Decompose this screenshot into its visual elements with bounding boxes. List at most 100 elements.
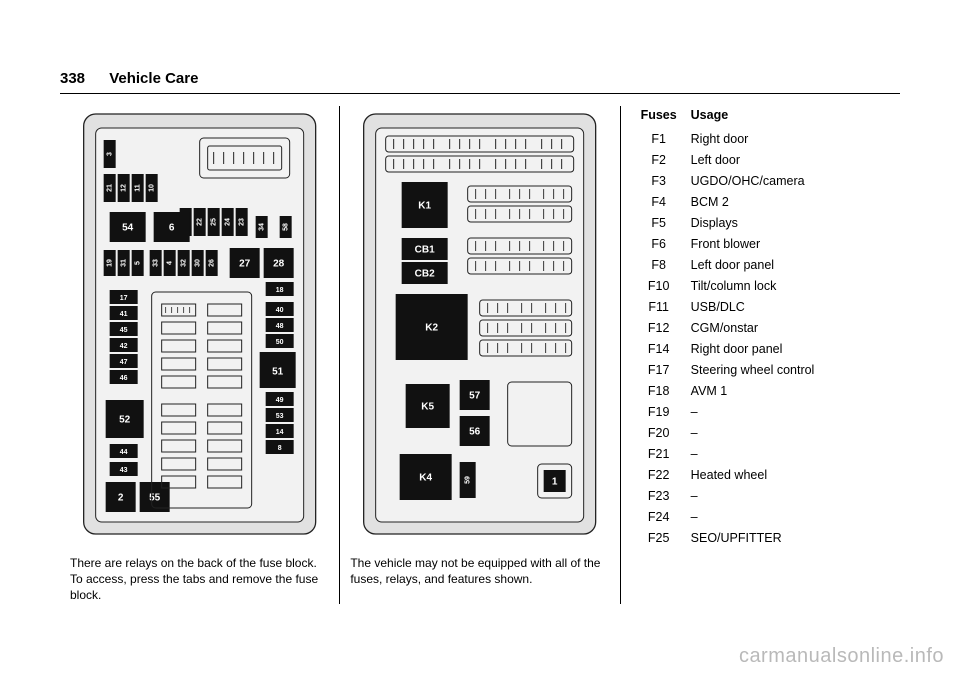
svg-text:1: 1 (552, 477, 558, 488)
fuse-usage: – (687, 485, 890, 506)
column-1: 3 21 12 11 10 20 22 25 24 23 34 58 54 6 (60, 106, 339, 604)
svg-text:44: 44 (120, 449, 128, 456)
fuse-id: F12 (631, 317, 687, 338)
table-row: F5Displays (631, 212, 890, 233)
table-row: F17Steering wheel control (631, 359, 890, 380)
svg-text:42: 42 (120, 343, 128, 350)
fuse-slots-mid: 19 31 5 33 4 32 30 26 (104, 250, 218, 276)
fuse-usage: – (687, 401, 890, 422)
fuse-id: F22 (631, 464, 687, 485)
table-row: F6Front blower (631, 233, 890, 254)
svg-text:27: 27 (239, 259, 251, 270)
svg-text:19: 19 (107, 259, 114, 267)
fuse-usage: AVM 1 (687, 380, 890, 401)
col1-caption: There are relays on the back of the fuse… (70, 555, 329, 604)
table-header-fuses: Fuses (631, 106, 687, 128)
fuse-usage: – (687, 422, 890, 443)
svg-text:K2: K2 (426, 323, 439, 334)
fuse-usage: Displays (687, 212, 890, 233)
svg-text:CB1: CB1 (415, 245, 435, 256)
table-row: F1Right door (631, 128, 890, 149)
fuse-id: F19 (631, 401, 687, 422)
fuse-usage: Front blower (687, 233, 890, 254)
svg-text:4: 4 (167, 261, 174, 265)
page-header: 338 Vehicle Care (60, 70, 900, 94)
fuse-id: F10 (631, 275, 687, 296)
page-number: 338 (60, 70, 85, 87)
table-row: F2Left door (631, 149, 890, 170)
fuse-id: F23 (631, 485, 687, 506)
table-row: F12CGM/onstar (631, 317, 890, 338)
svg-text:CB2: CB2 (415, 269, 435, 280)
fuse-usage: Left door panel (687, 254, 890, 275)
svg-text:17: 17 (120, 295, 128, 302)
svg-text:54: 54 (122, 223, 134, 234)
svg-text:5: 5 (135, 261, 142, 265)
watermark: carmanualsonline.info (739, 645, 944, 668)
svg-text:14: 14 (276, 429, 284, 436)
svg-text:41: 41 (120, 311, 128, 318)
fuse-id: F24 (631, 506, 687, 527)
fuse-usage: CGM/onstar (687, 317, 890, 338)
fuse-id: F11 (631, 296, 687, 317)
fuse-usage: UGDO/OHC/camera (687, 170, 890, 191)
table-row: F20– (631, 422, 890, 443)
table-row: F19– (631, 401, 890, 422)
svg-text:25: 25 (211, 218, 218, 226)
table-row: F11USB/DLC (631, 296, 890, 317)
fuse-usage: Heated wheel (687, 464, 890, 485)
svg-text:49: 49 (276, 397, 284, 404)
table-row: F22Heated wheel (631, 464, 890, 485)
table-row: F3UGDO/OHC/camera (631, 170, 890, 191)
fuse-id: F4 (631, 191, 687, 212)
fuse-id: F21 (631, 443, 687, 464)
svg-text:K4: K4 (420, 473, 433, 484)
fuse-id: F8 (631, 254, 687, 275)
table-row: F18AVM 1 (631, 380, 890, 401)
fuse-usage: – (687, 443, 890, 464)
fuse-usage: Tilt/column lock (687, 275, 890, 296)
fuse-block-front-diagram: 3 21 12 11 10 20 22 25 24 23 34 58 54 6 (70, 110, 329, 540)
svg-text:33: 33 (153, 259, 160, 267)
fuse-usage-table: Fuses Usage F1Right doorF2Left doorF3UGD… (631, 106, 890, 548)
table-row: F4BCM 2 (631, 191, 890, 212)
table-row: F8Left door panel (631, 254, 890, 275)
svg-text:45: 45 (120, 327, 128, 334)
fuse-usage: Right door panel (687, 338, 890, 359)
svg-text:K1: K1 (419, 201, 432, 212)
table-row: F23– (631, 485, 890, 506)
table-row: F14Right door panel (631, 338, 890, 359)
svg-text:22: 22 (197, 218, 204, 226)
svg-text:34: 34 (259, 223, 266, 231)
table-header-usage: Usage (687, 106, 890, 128)
fuse-usage: SEO/UPFITTER (687, 527, 890, 548)
svg-text:30: 30 (195, 259, 202, 267)
fuse-usage: Steering wheel control (687, 359, 890, 380)
svg-text:24: 24 (225, 218, 232, 226)
col2-caption: The vehicle may not be equipped with all… (350, 555, 609, 587)
svg-text:46: 46 (120, 375, 128, 382)
section-title: Vehicle Care (109, 70, 198, 87)
svg-text:50: 50 (276, 339, 284, 346)
column-3: Fuses Usage F1Right doorF2Left doorF3UGD… (620, 106, 900, 604)
fuse-id: F5 (631, 212, 687, 233)
fuse-usage: USB/DLC (687, 296, 890, 317)
svg-text:55: 55 (149, 493, 161, 504)
svg-text:8: 8 (278, 445, 282, 452)
svg-text:26: 26 (209, 259, 216, 267)
svg-text:10: 10 (149, 184, 156, 192)
svg-text:11: 11 (135, 184, 142, 192)
fuse-table-body: F1Right doorF2Left doorF3UGDO/OHC/camera… (631, 128, 890, 548)
table-row: F21– (631, 443, 890, 464)
svg-text:51: 51 (272, 367, 284, 378)
fuse-id: F20 (631, 422, 687, 443)
svg-text:6: 6 (169, 223, 175, 234)
svg-text:40: 40 (276, 307, 284, 314)
fuse-usage: BCM 2 (687, 191, 890, 212)
svg-text:21: 21 (107, 184, 114, 192)
svg-text:32: 32 (181, 259, 188, 267)
svg-text:28: 28 (273, 259, 285, 270)
svg-text:23: 23 (239, 218, 246, 226)
fuse-usage: Left door (687, 149, 890, 170)
svg-text:57: 57 (469, 391, 481, 402)
